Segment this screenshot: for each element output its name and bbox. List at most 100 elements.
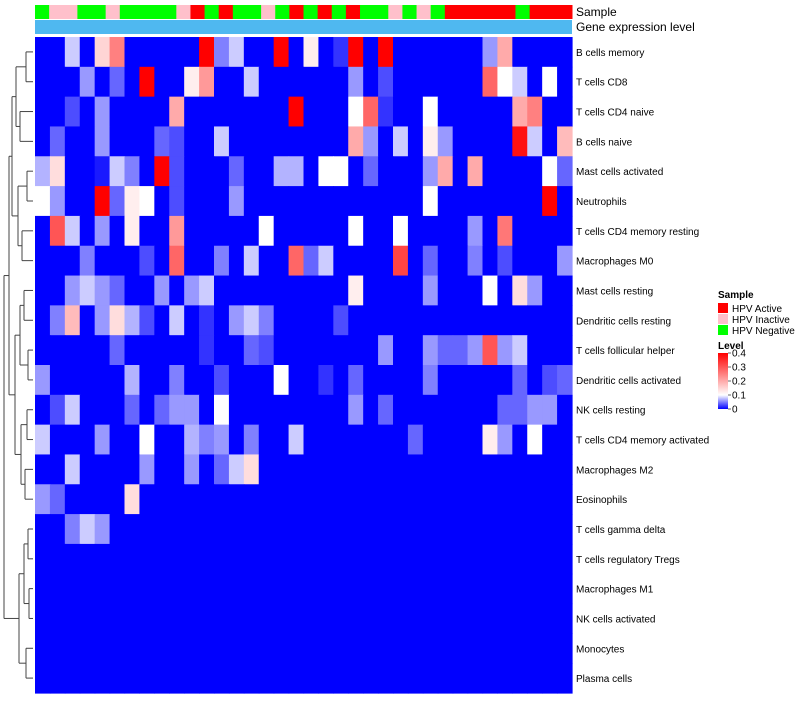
heatmap-cell xyxy=(348,156,364,187)
heatmap-cell xyxy=(303,37,320,68)
heatmap-cell xyxy=(348,663,364,694)
heatmap-cell xyxy=(407,156,424,187)
heatmap-cell xyxy=(214,603,230,634)
sample-annotation-cell xyxy=(204,5,220,19)
heatmap-cell xyxy=(169,543,185,575)
heatmap-cell xyxy=(497,156,513,187)
heatmap-cell xyxy=(363,424,379,456)
heatmap-cell xyxy=(109,335,126,366)
heatmap-cell xyxy=(154,215,170,247)
heatmap-cell xyxy=(348,96,364,128)
heatmap-cell xyxy=(378,365,394,396)
heatmap-cell xyxy=(124,663,141,694)
heatmap-cell xyxy=(214,454,230,485)
heatmap-cell xyxy=(527,156,543,187)
legend-level: Level 0.4 0.3 0.2 0.1 0 xyxy=(718,341,746,416)
heatmap-cell xyxy=(64,186,81,217)
heatmap-cell xyxy=(124,543,141,575)
heatmap-cell xyxy=(288,633,305,664)
sample-annotation-cell xyxy=(119,5,135,19)
heatmap-cell xyxy=(542,603,558,634)
heatmap-cell xyxy=(109,484,126,515)
sample-annotation-cell xyxy=(162,5,177,19)
heatmap-cell xyxy=(184,335,200,366)
row-label: B cells naive xyxy=(576,137,633,148)
heatmap-cell xyxy=(64,603,81,634)
heatmap-cell xyxy=(139,126,155,157)
heatmap-cell xyxy=(109,454,126,485)
heatmap-cell xyxy=(333,186,349,217)
heatmap-cell xyxy=(303,305,320,336)
heatmap-cell xyxy=(214,663,230,694)
heatmap-cell xyxy=(35,424,51,456)
heatmap-cell xyxy=(407,394,424,426)
heatmap-cell xyxy=(363,484,379,515)
heatmap-cell xyxy=(184,454,200,485)
heatmap-cell xyxy=(139,335,155,366)
heatmap-cell xyxy=(35,215,51,247)
heatmap-cell xyxy=(437,156,454,187)
heatmap-cell xyxy=(318,514,334,545)
heatmap-cell xyxy=(422,633,439,664)
heatmap-cell xyxy=(527,365,543,396)
heatmap-cell xyxy=(333,126,349,157)
heatmap-cell xyxy=(452,543,469,575)
heatmap-cell xyxy=(527,245,543,277)
heatmap-cell xyxy=(378,484,394,515)
heatmap-cell xyxy=(154,484,170,515)
heatmap-cell xyxy=(154,305,170,336)
heatmap-cell xyxy=(94,573,111,605)
heatmap-cell xyxy=(109,275,126,306)
heatmap-cell xyxy=(497,215,513,247)
heatmap-cell xyxy=(467,543,484,575)
heatmap-cell xyxy=(437,215,454,247)
heatmap-cell xyxy=(199,186,215,217)
heatmap-cell xyxy=(363,365,379,396)
heatmap-cell xyxy=(452,305,469,336)
heatmap-cell xyxy=(214,633,230,664)
heatmap-cell xyxy=(333,96,349,128)
heatmap-cell xyxy=(333,215,349,247)
heatmap-cell xyxy=(363,543,379,575)
heatmap-cell xyxy=(258,633,275,664)
heatmap-cell xyxy=(497,305,513,336)
heatmap-cell xyxy=(139,424,155,456)
heatmap-cell xyxy=(393,156,409,187)
heatmap-cell xyxy=(393,37,409,68)
heatmap-cell xyxy=(243,215,260,247)
sample-annotation-cell xyxy=(430,5,446,19)
heatmap-cell xyxy=(139,37,155,68)
heatmap-cell xyxy=(348,66,364,98)
heatmap-cell xyxy=(557,66,573,98)
heatmap-cell xyxy=(348,514,364,545)
heatmap-cell xyxy=(452,245,469,277)
heatmap-cell xyxy=(139,514,155,545)
heatmap-cell xyxy=(228,275,245,306)
heatmap-cell xyxy=(214,126,230,157)
heatmap-cell xyxy=(467,96,484,128)
heatmap-cell xyxy=(542,186,558,217)
heatmap-cell xyxy=(333,335,349,366)
heatmap-cell xyxy=(169,66,185,98)
heatmap-cell xyxy=(169,156,185,187)
heatmap-cell xyxy=(288,186,305,217)
heatmap-cell xyxy=(497,96,513,128)
sample-annotation-cell xyxy=(232,5,248,19)
heatmap-cell xyxy=(437,305,454,336)
heatmap-cell xyxy=(452,275,469,306)
heatmap-cell xyxy=(94,454,111,485)
heatmap-cell xyxy=(437,186,454,217)
heatmap-cell xyxy=(467,66,484,98)
heatmap-cell xyxy=(199,543,215,575)
heatmap-cell xyxy=(542,454,558,485)
heatmap-cell xyxy=(79,126,96,157)
heatmap-cell xyxy=(288,454,305,485)
heatmap-cell xyxy=(154,454,170,485)
heatmap-cell xyxy=(452,156,469,187)
heatmap-cell xyxy=(35,663,51,694)
heatmap-cell xyxy=(258,156,275,187)
heatmap-cell xyxy=(124,186,141,217)
heatmap-cell xyxy=(199,603,215,634)
heatmap-cell xyxy=(79,543,96,575)
heatmap-cell xyxy=(422,245,439,277)
